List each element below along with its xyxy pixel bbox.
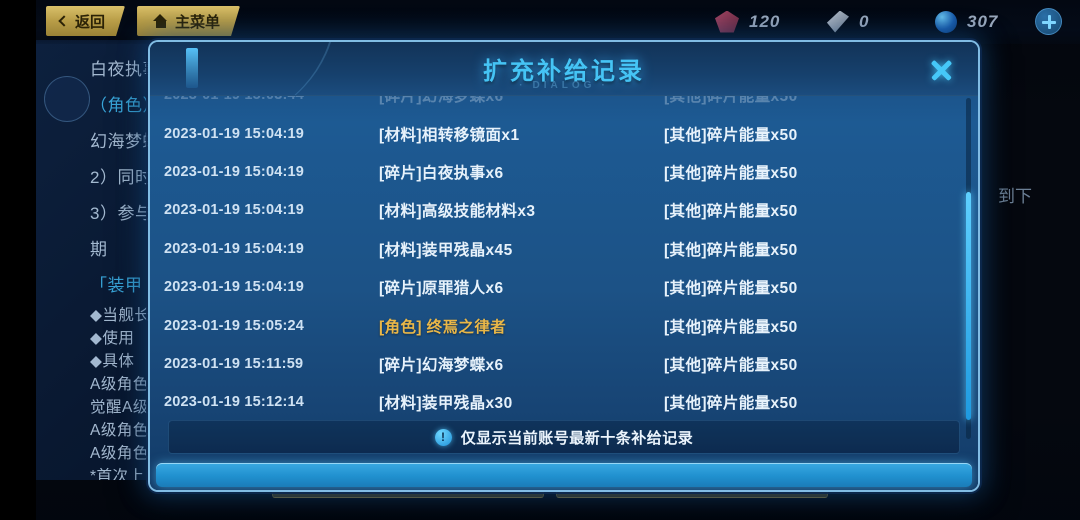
currency-tray: 120 0 307 xyxy=(681,8,1062,35)
record-item: [角色] 终焉之律者 xyxy=(379,318,507,336)
dialog-subtitle: DIALOG xyxy=(150,80,978,91)
home-icon xyxy=(153,14,168,28)
supply-record-row: 2023-01-19 15:04:19 [碎片]原罪猎人x6 [其他]碎片能量x50 xyxy=(150,268,978,306)
supply-record-row: 2023-01-19 15:04:19 [材料]装甲残晶x45 [其他]碎片能量x5… xyxy=(150,230,978,268)
close-icon[interactable] xyxy=(926,54,956,84)
background-line: ◆具体 xyxy=(90,353,135,370)
record-bonus: [其他]碎片能量x50 xyxy=(664,318,798,336)
scrollbar-thumb[interactable] xyxy=(966,192,971,420)
info-icon: ! xyxy=(434,428,452,446)
back-button[interactable]: 返回 xyxy=(46,6,125,36)
ticket-icon xyxy=(826,10,849,33)
background-line: 期 xyxy=(90,240,108,259)
background-line: A级角色 xyxy=(90,422,149,439)
record-timestamp: 2023-01-19 15:04:19 xyxy=(164,125,305,142)
background-line: 白夜执事 xyxy=(90,60,160,79)
record-timestamp: 2023-01-19 15:04:19 xyxy=(164,202,305,219)
background-line: A级角色 xyxy=(90,445,149,462)
main-menu-button-label: 主菜单 xyxy=(175,13,221,31)
background-line: 幻海梦蝶 xyxy=(90,132,160,151)
currency-crystal-value: 120 xyxy=(749,11,781,31)
record-item: [材料]装甲残晶x30 xyxy=(379,395,513,413)
record-item: [碎片]幻海梦蝶x6 xyxy=(379,96,504,106)
footer-notice-text: 仅显示当前账号最新十条补给记录 xyxy=(460,429,694,447)
record-timestamp: 2023-01-19 15:05:24 xyxy=(164,317,305,334)
crystal-icon xyxy=(715,10,739,33)
background-line: （角色） xyxy=(90,96,160,115)
supply-record-list[interactable]: 2023-01-19 15:03:44[碎片]幻海梦蝶x6[其他]碎片能量x50… xyxy=(150,96,978,441)
record-bonus: [其他]碎片能量x50 xyxy=(664,280,798,298)
chevron-left-icon xyxy=(58,15,69,26)
top-bar: 返回 主菜单 120 0 307 xyxy=(0,0,1080,44)
record-item: [碎片]原罪猎人x6 xyxy=(379,280,504,298)
background-line: 「装甲 xyxy=(90,276,143,295)
footer-notice: ! 仅显示当前账号最新十条补给记录 xyxy=(168,420,960,454)
back-button-label: 返回 xyxy=(75,13,106,31)
record-bonus: [其他]碎片能量x50 xyxy=(664,241,798,259)
record-bonus: [其他]碎片能量x50 xyxy=(664,164,798,182)
background-round-button[interactable] xyxy=(44,76,90,122)
header-accent-bar xyxy=(186,48,198,88)
background-line: A级角色 xyxy=(90,376,149,393)
record-item: [材料]高级技能材料x3 xyxy=(379,203,536,221)
add-currency-button[interactable] xyxy=(1035,8,1062,35)
background-line: ◆使用 xyxy=(90,330,135,347)
record-bonus: [其他]碎片能量x50 xyxy=(664,395,798,413)
currency-orb-value: 307 xyxy=(967,11,999,31)
record-timestamp: 2023-01-19 15:11:59 xyxy=(164,355,304,372)
supply-record-dialog: 扩充补给记录 DIALOG 2023-01-19 15:03:44[碎片]幻海梦… xyxy=(150,42,978,490)
record-timestamp: 2023-01-19 15:04:19 xyxy=(164,279,305,296)
letterbox-left xyxy=(0,0,36,520)
record-bonus: [其他]碎片能量x50 xyxy=(664,126,798,144)
record-bonus: [其他]碎片能量x50 xyxy=(664,356,798,374)
currency-orb[interactable]: 307 xyxy=(935,10,1009,33)
currency-ticket-value: 0 xyxy=(859,11,870,31)
supply-record-row: 2023-01-19 15:04:19 [材料]高级技能材料x3 [其他]碎片能量x… xyxy=(150,191,978,229)
background-right-text: 到下 xyxy=(998,187,1032,206)
currency-crystal[interactable]: 120 xyxy=(715,10,791,33)
supply-record-row: 2023-01-19 15:04:19 [碎片]白夜执事x6 [其他]碎片能量x50 xyxy=(150,153,978,191)
record-item: [碎片]幻海梦蝶x6 xyxy=(379,356,504,374)
background-line: 3）参与 xyxy=(90,204,153,223)
supply-record-row: 2023-01-19 15:03:44[碎片]幻海梦蝶x6 [其他]碎片能量x50 xyxy=(150,96,978,114)
record-bonus: [其他]碎片能量x50 xyxy=(664,203,798,221)
record-timestamp: 2023-01-19 15:04:19 xyxy=(164,240,305,257)
currency-ticket[interactable]: 0 xyxy=(825,10,901,33)
record-timestamp: 2023-01-19 15:04:19 xyxy=(164,163,305,180)
background-line: 觉醒A级 xyxy=(90,399,149,416)
record-item: [材料]相转移镜面x1 xyxy=(379,126,520,144)
supply-record-row: 2023-01-19 15:04:19 [材料]相转移镜面x1 [其他]碎片能量x5… xyxy=(150,114,978,152)
background-line: *首次上 xyxy=(90,468,145,480)
supply-record-row: 2023-01-19 15:05:24 [角色] 终焉之律者 [其他]碎片能量x50 xyxy=(150,306,978,344)
record-timestamp: 2023-01-19 15:12:14 xyxy=(164,394,305,411)
orb-icon xyxy=(935,10,957,33)
supply-record-row: 2023-01-19 15:11:59 [碎片]幻海梦蝶x6 [其他]碎片能量x50 xyxy=(150,345,978,383)
record-timestamp: 2023-01-19 15:03:44 xyxy=(164,96,379,103)
background-line: ◆当舰长 xyxy=(90,307,151,324)
record-bonus: [其他]碎片能量x50 xyxy=(664,96,798,106)
dialog-header: 扩充补给记录 DIALOG xyxy=(150,42,978,96)
record-item: [材料]装甲残晶x45 xyxy=(379,241,513,259)
main-menu-button[interactable]: 主菜单 xyxy=(137,6,240,36)
background-line: 2）同时 xyxy=(90,168,153,187)
supply-record-row: 2023-01-19 15:12:14 [材料]装甲残晶x30 [其他]碎片能量x5… xyxy=(150,383,978,421)
record-item: [碎片]白夜执事x6 xyxy=(379,164,504,182)
